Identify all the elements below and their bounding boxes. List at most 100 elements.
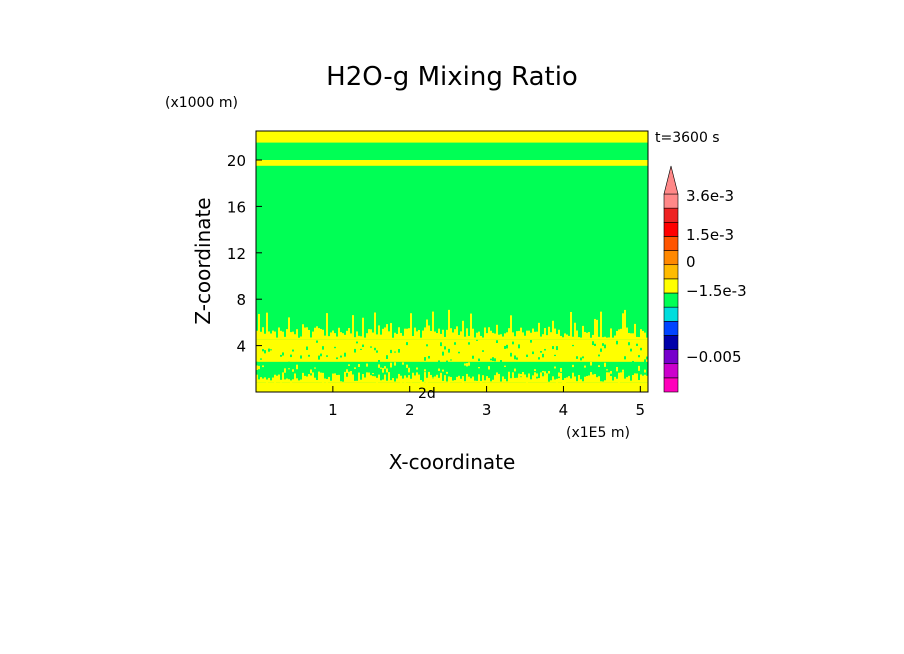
speckle-mark (370, 346, 372, 348)
spike-mark (556, 378, 558, 383)
spike-mark (552, 320, 554, 340)
spike-mark (434, 331, 436, 340)
spike-mark (460, 378, 462, 383)
speckle-mark (258, 365, 260, 370)
spike-mark (402, 335, 404, 340)
spike-mark (406, 377, 408, 383)
spike-mark (590, 372, 592, 383)
spike-mark (398, 327, 400, 340)
plot-area (256, 131, 648, 392)
speckle-mark (504, 365, 506, 367)
spike-mark (332, 330, 334, 340)
spike-mark (388, 331, 390, 340)
speckle-mark (500, 360, 502, 363)
speckle-mark (446, 371, 448, 374)
speckle-mark (280, 382, 282, 386)
spike-mark (380, 334, 382, 340)
spike-mark (442, 329, 444, 340)
spike-mark (282, 331, 284, 340)
spike-mark (550, 380, 552, 383)
spike-mark (332, 373, 334, 383)
spike-mark (604, 336, 606, 340)
speckle-mark (472, 355, 474, 359)
speckle-mark (482, 375, 484, 380)
spike-mark (636, 373, 638, 383)
spike-mark (634, 323, 636, 340)
spike-mark (278, 375, 280, 383)
spike-mark (456, 376, 458, 383)
spike-mark (394, 332, 396, 340)
spike-mark (496, 324, 498, 340)
spike-mark (264, 333, 266, 340)
spike-mark (638, 337, 640, 340)
speckle-mark (594, 343, 596, 347)
spike-mark (570, 378, 572, 383)
spike-mark (610, 328, 612, 340)
spike-mark (558, 329, 560, 340)
spike-mark (424, 327, 426, 340)
spike-mark (412, 336, 414, 340)
spike-mark (616, 378, 618, 383)
speckle-mark (468, 342, 470, 345)
speckle-mark (322, 381, 324, 385)
spike-mark (514, 336, 516, 340)
spike-mark (452, 332, 454, 340)
spike-mark (336, 336, 338, 340)
spike-mark (306, 376, 308, 383)
colorbar-label: 0 (686, 253, 696, 271)
spike-mark (416, 372, 418, 383)
spike-mark (500, 334, 502, 340)
speckle-mark (398, 349, 400, 353)
speckle-mark (526, 354, 528, 357)
spike-mark (564, 378, 566, 383)
spike-mark (512, 372, 514, 383)
spike-mark (554, 379, 556, 383)
speckle-mark (340, 355, 342, 358)
spike-mark (382, 379, 384, 383)
spike-mark (356, 380, 358, 383)
spike-mark (450, 376, 452, 383)
spike-mark (632, 333, 634, 340)
speckle-mark (378, 360, 380, 364)
speckle-mark (410, 382, 412, 387)
speckle-mark (476, 339, 478, 341)
speckle-mark (406, 342, 408, 346)
x-tick-label: 5 (636, 401, 646, 419)
spike-mark (486, 376, 488, 383)
spike-mark (414, 375, 416, 383)
spike-mark (346, 376, 348, 383)
spike-mark (468, 335, 470, 340)
speckle-mark (380, 367, 382, 369)
speckle-mark (316, 340, 318, 343)
spike-mark (630, 333, 632, 340)
spike-mark (634, 373, 636, 383)
speckle-mark (256, 361, 258, 365)
speckle-mark (496, 340, 498, 344)
spike-mark (294, 373, 296, 383)
spike-mark (484, 327, 486, 340)
contour-band-1 (256, 160, 648, 166)
speckle-mark (394, 351, 396, 353)
spike-mark (592, 374, 594, 383)
speckle-mark (290, 354, 292, 358)
spike-mark (438, 328, 440, 340)
spike-mark (602, 381, 604, 383)
speckle-mark (564, 381, 566, 386)
spike-mark (282, 372, 284, 383)
speckle-mark (624, 356, 626, 360)
spike-mark (430, 330, 432, 340)
spike-mark (426, 319, 428, 340)
spike-mark (288, 379, 290, 383)
spike-mark (316, 326, 318, 340)
spike-mark (340, 332, 342, 340)
spike-mark (512, 332, 514, 340)
spike-mark (296, 329, 298, 340)
speckle-mark (448, 348, 450, 353)
spike-mark (624, 378, 626, 383)
speckle-mark (552, 346, 554, 350)
spike-mark (412, 372, 414, 383)
spike-mark (448, 309, 450, 340)
spike-mark (586, 332, 588, 340)
spike-mark (324, 335, 326, 340)
spike-mark (268, 331, 270, 340)
